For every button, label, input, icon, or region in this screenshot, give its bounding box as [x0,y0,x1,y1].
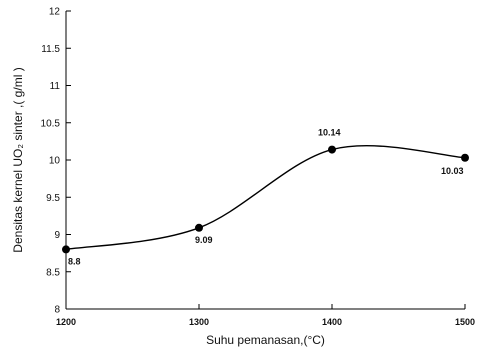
data-point [461,153,469,162]
data-points [62,145,469,254]
x-tick-label: 1200 [56,317,76,327]
data-label: 10.03 [441,166,464,176]
data-label: 9.09 [195,235,213,245]
y-tick-label: 8.5 [46,267,60,278]
x-axis-title: Suhu pemanasan,(°C) [206,333,325,347]
y-tick-label: 11.5 [41,44,60,55]
y-tick-label: 12 [49,7,61,18]
data-label: 10.14 [318,128,341,138]
data-point [62,245,70,254]
y-tick-label: 9 [54,230,60,241]
y-tick-label: 10 [49,156,61,167]
y-tick-label: 9.5 [46,193,60,204]
axes [65,11,465,310]
x-tick-label: 1500 [455,317,475,327]
y-tick-label: 8 [54,305,60,316]
x-axis-ticks: 1200 1300 1400 1500 [56,304,475,327]
x-tick-label: 1400 [322,317,342,327]
y-tick-label: 11 [50,81,61,92]
data-point [195,223,203,232]
data-label: 8.8 [68,256,81,266]
y-axis-ticks: 8 8.5 9 9.5 10 10.5 11 11.5 12 [41,7,71,316]
data-point [328,145,336,154]
data-labels: 8.8 9.09 10.14 10.03 [68,128,464,267]
y-tick-label: 10.5 [41,118,61,129]
series-line [65,145,466,251]
x-tick-label: 1300 [189,317,209,327]
y-axis-title: Densitas kernel UO₂ sinter ,( g/ml ) [11,67,25,252]
